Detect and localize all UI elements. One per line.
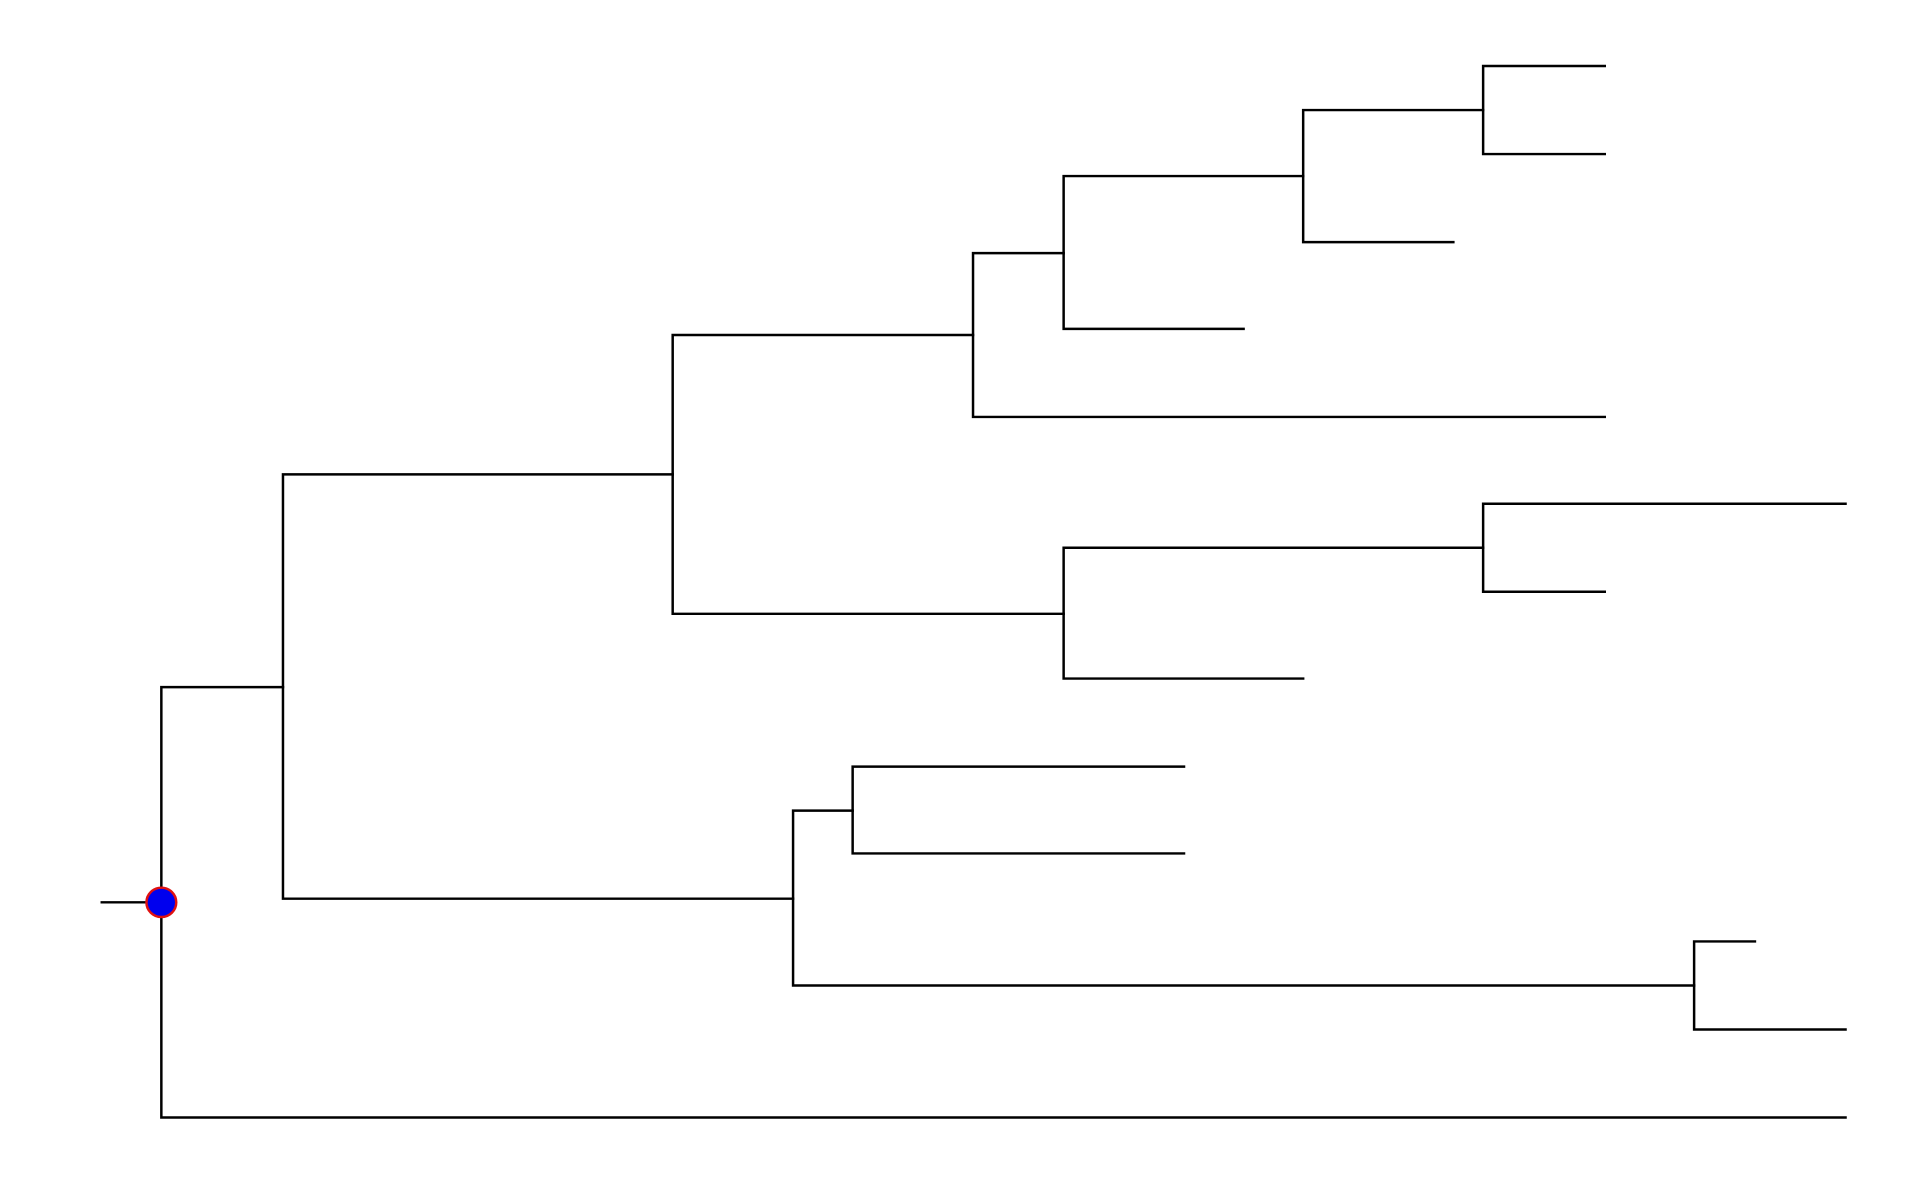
branch bbox=[971, 251, 1606, 419]
branch bbox=[1301, 108, 1485, 244]
branch bbox=[851, 765, 1186, 855]
branches bbox=[100, 64, 1847, 1119]
branch bbox=[1481, 502, 1847, 593]
branch bbox=[1062, 546, 1485, 680]
branch bbox=[671, 333, 1065, 616]
root-node bbox=[145, 886, 178, 919]
branch bbox=[1692, 940, 1847, 1031]
branch bbox=[281, 473, 795, 900]
branch bbox=[1062, 174, 1305, 331]
branch bbox=[791, 809, 1696, 987]
branch bbox=[160, 685, 1847, 1119]
branch bbox=[1481, 64, 1606, 156]
